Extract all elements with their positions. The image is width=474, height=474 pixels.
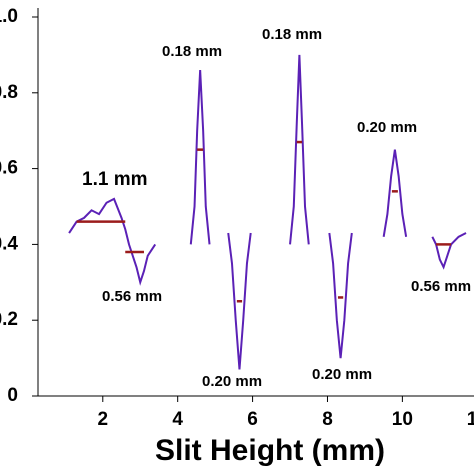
annotation: 1.1 mm xyxy=(82,169,147,190)
x-tick-label: 4 xyxy=(172,409,183,430)
curve xyxy=(227,232,252,370)
x-tick-label: 6 xyxy=(247,409,258,430)
annotation: 0.56 mm xyxy=(411,278,471,295)
curve xyxy=(431,232,467,270)
y-tick-label: 0.6 xyxy=(0,158,18,179)
annotation: 0.20 mm xyxy=(357,119,417,136)
annotation: 0.56 mm xyxy=(102,288,162,305)
annotation: 0.20 mm xyxy=(312,366,372,383)
y-tick-label: 0.4 xyxy=(0,233,18,254)
x-tick-label: 10 xyxy=(392,409,413,430)
curve xyxy=(68,197,157,286)
curve xyxy=(382,149,408,237)
x-axis-label: Slit Height (mm) xyxy=(155,434,385,467)
y-tick-label: 1.0 xyxy=(0,6,18,27)
curve xyxy=(189,70,211,245)
curve xyxy=(328,232,353,359)
y-tick-label: 0 xyxy=(7,385,18,406)
x-tick-label: 12 xyxy=(467,409,474,430)
curve xyxy=(289,54,310,245)
annotation: 0.18 mm xyxy=(162,43,222,60)
x-tick-label: 2 xyxy=(97,409,108,430)
annotation: 0.20 mm xyxy=(202,373,262,390)
y-tick-label: 0.2 xyxy=(0,309,18,330)
y-tick-label: 0.8 xyxy=(0,82,18,103)
annotation: 0.18 mm xyxy=(262,26,322,43)
x-tick-label: 8 xyxy=(322,409,333,430)
